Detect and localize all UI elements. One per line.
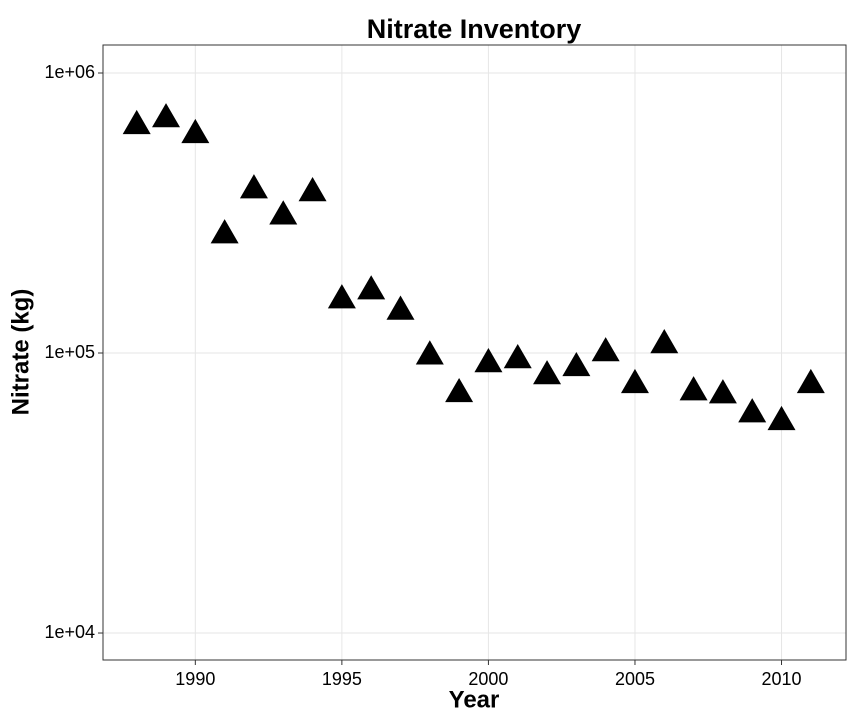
x-tick-label: 1990 xyxy=(175,669,215,689)
x-tick-label: 2005 xyxy=(615,669,655,689)
y-tick-label: 1e+04 xyxy=(44,622,95,642)
point xyxy=(591,337,620,362)
x-tick-label: 2000 xyxy=(468,669,508,689)
y-tick-label: 1e+06 xyxy=(44,62,95,82)
point xyxy=(503,343,532,369)
plot-border xyxy=(102,44,847,661)
point xyxy=(445,377,474,403)
point xyxy=(181,118,210,144)
chart-title: Nitrate Inventory xyxy=(367,14,582,44)
point xyxy=(474,347,503,373)
point xyxy=(298,176,327,202)
point xyxy=(210,219,239,244)
point xyxy=(152,103,181,128)
point xyxy=(650,328,679,354)
point xyxy=(679,376,708,401)
point xyxy=(415,340,444,365)
point xyxy=(533,360,562,385)
point xyxy=(239,174,268,199)
point xyxy=(562,351,591,377)
point xyxy=(620,368,649,394)
x-tick-label: 2010 xyxy=(761,669,801,689)
point xyxy=(708,379,737,404)
point xyxy=(386,295,415,320)
x-axis-title: Year xyxy=(449,686,500,713)
point xyxy=(767,405,796,431)
point xyxy=(796,368,825,394)
point xyxy=(269,200,298,225)
y-tick-label: 1e+05 xyxy=(44,342,95,362)
point xyxy=(738,398,767,423)
point xyxy=(122,109,151,135)
y-axis-title: Nitrate (kg) xyxy=(7,289,34,416)
point xyxy=(327,284,356,309)
x-tick-label: 1995 xyxy=(322,669,362,689)
point xyxy=(357,275,386,300)
